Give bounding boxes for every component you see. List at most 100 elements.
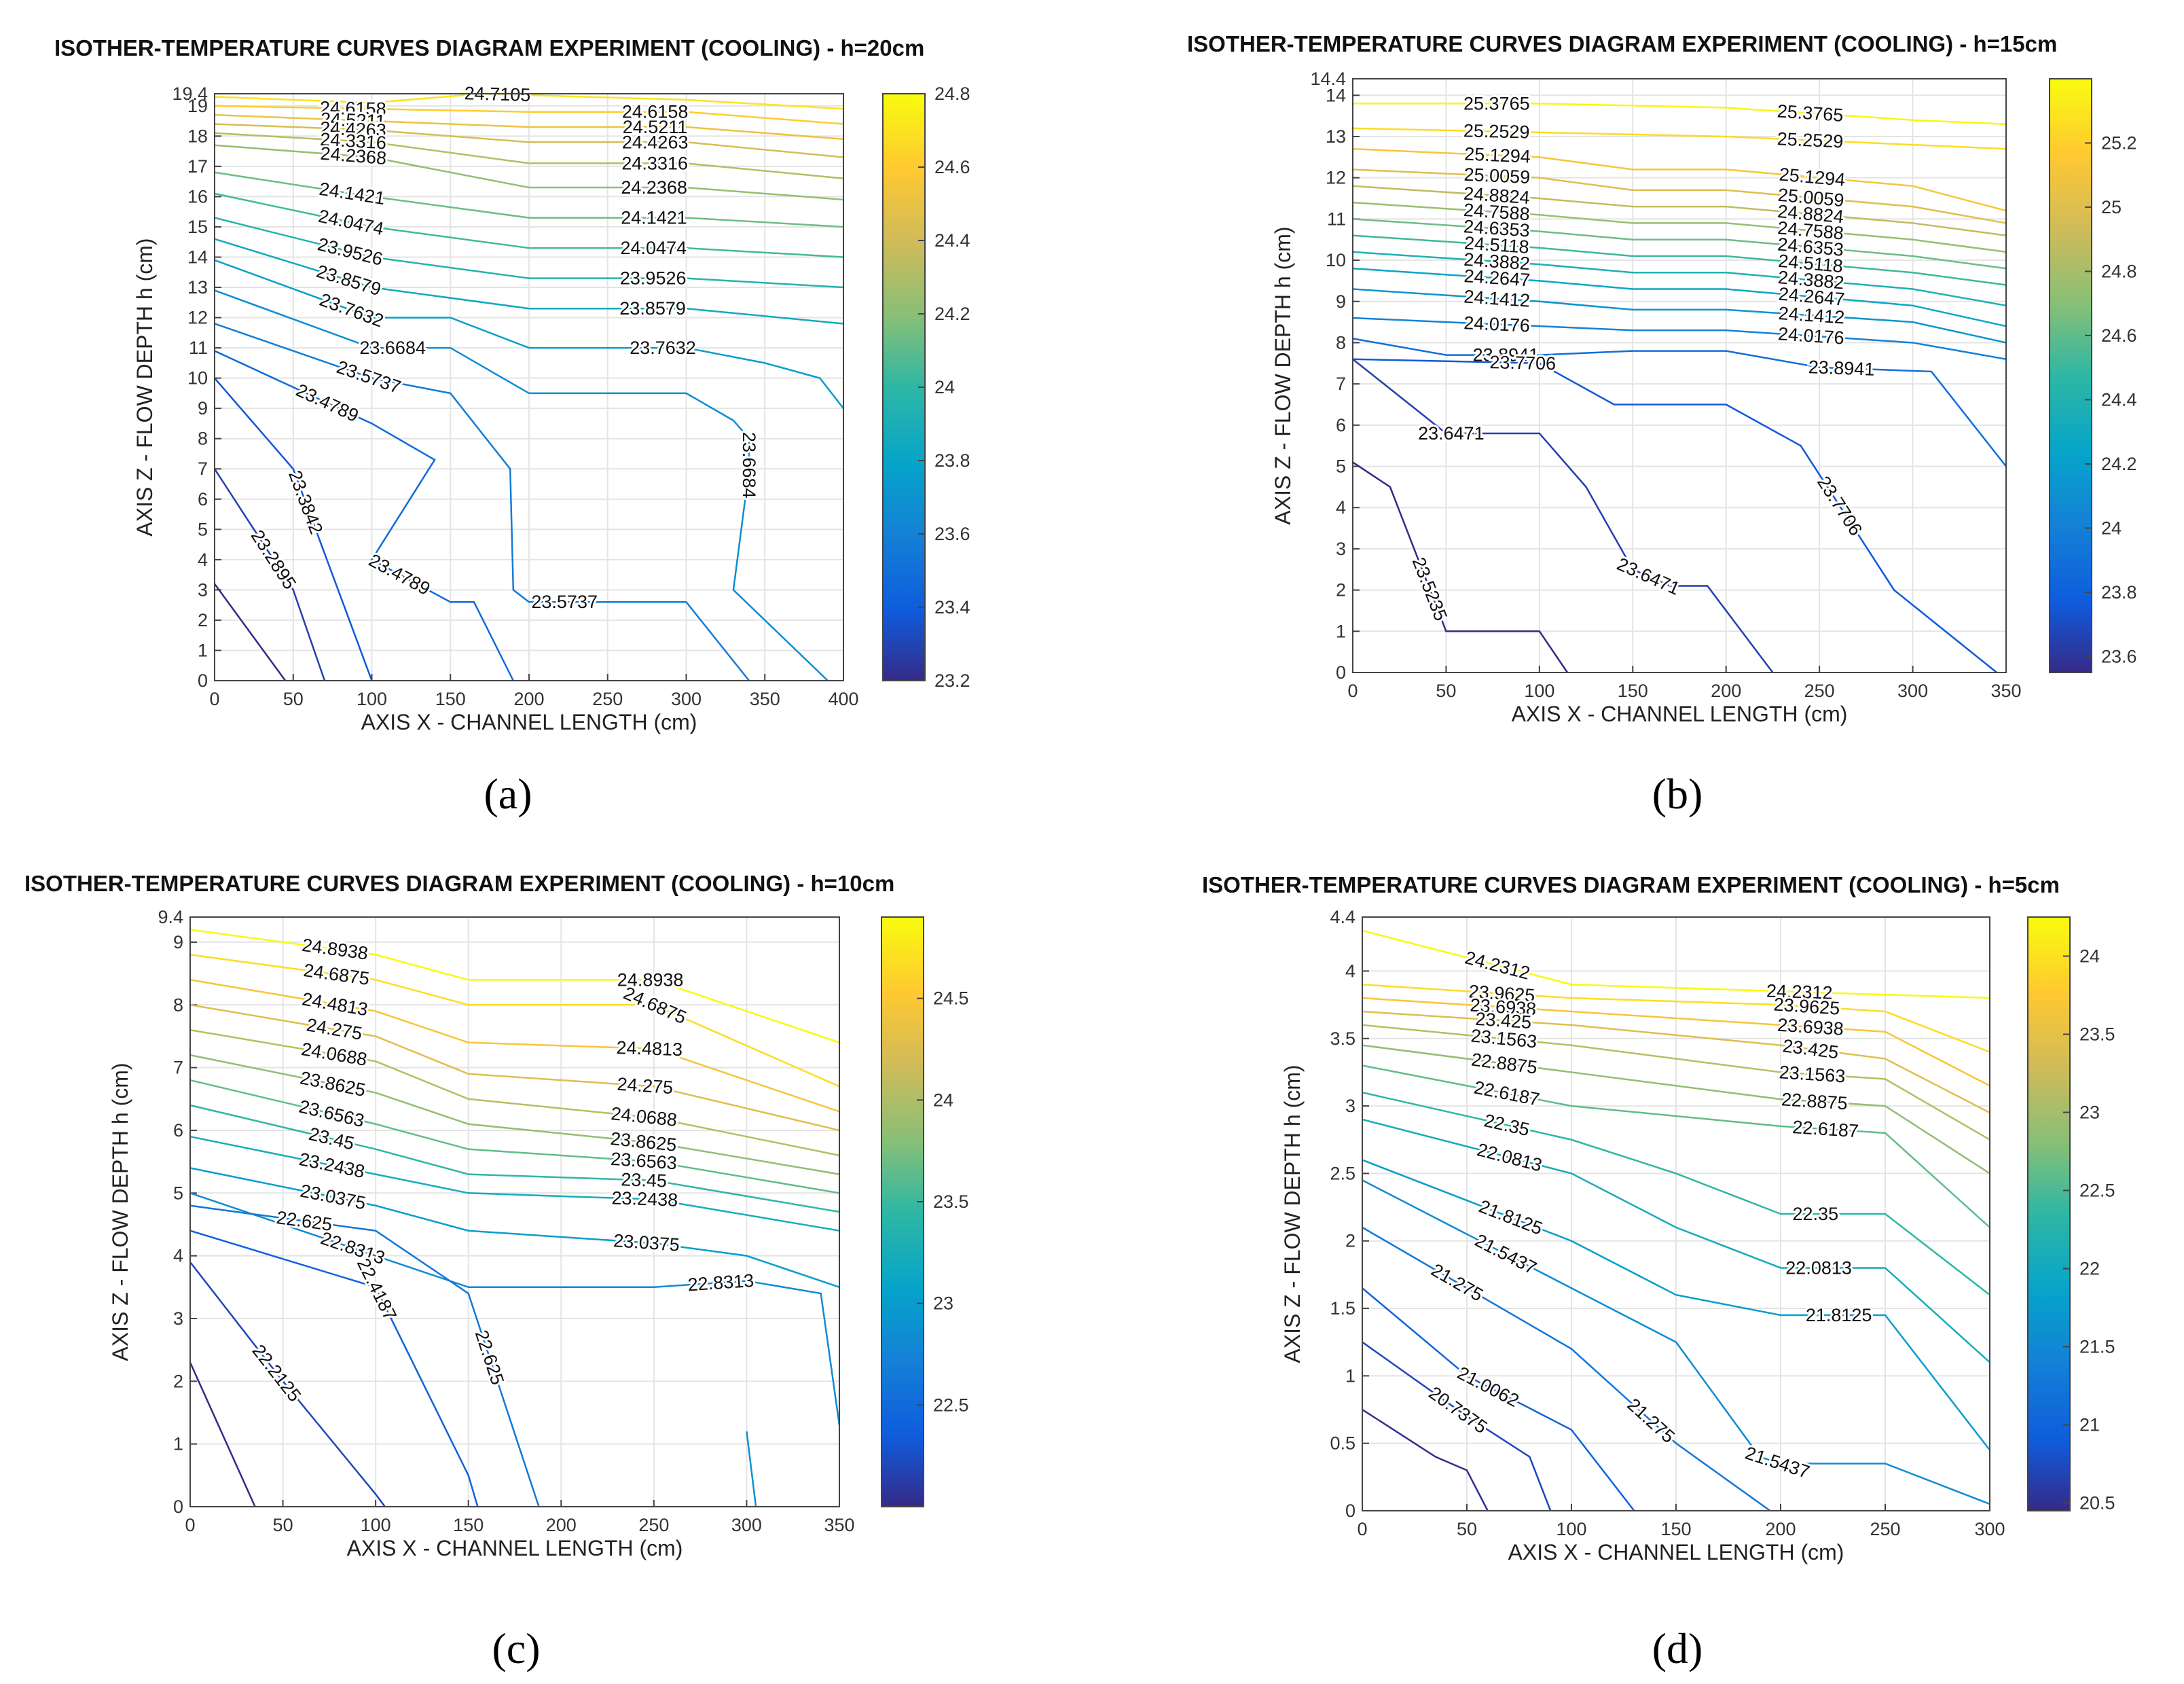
y-tick-label: 1.5 [1330,1298,1355,1319]
colorbar-tick-label: 24.6 [934,157,970,177]
y-tick-label: 7 [198,459,208,479]
contour-label: 23.6563 [610,1149,677,1174]
contour-line [1362,1287,1635,1511]
y-tick-label: 6 [173,1120,183,1141]
x-tick-label: 100 [361,1515,391,1535]
panel-b-plot: 0 50 100 150 200 250 300 3500123456789101112131… [1271,69,2137,726]
y-tick-label: 4 [198,550,208,570]
y-tick-label: 13 [187,277,208,298]
contour-line [1352,168,2007,224]
y-tick-label: 1 [173,1434,183,1454]
y-tick-label: 0 [198,670,208,691]
contour-label: 23.2438 [611,1187,678,1210]
y-tick-label: 13 [1326,126,1346,147]
contour-line [214,192,844,258]
contour-label: 23.8579 [619,298,686,319]
y-tick-label: 1 [1336,621,1346,641]
x-axis-label: AXIS X - CHANNEL LENGTH (cm) [1512,702,1848,726]
colorbar-tick-label: 24 [934,377,955,397]
x-tick-label: 0 [209,689,219,709]
y-tick-label: 10 [187,368,208,389]
contour-label: 24.2312 [1766,981,1834,1003]
y-tick-label: 0 [173,1497,183,1517]
contour-line [189,979,840,1113]
contour-label: 23.5737 [531,592,598,612]
contour-label: 23.6684 [739,432,759,499]
x-tick-label: 200 [1765,1519,1796,1539]
contour-label: 24.0176 [1463,312,1531,336]
contour-label: 23.8941 [1808,357,1875,380]
contour-line [214,144,844,201]
contour-line [1352,218,2007,270]
x-tick-label: 100 [357,689,387,709]
colorbar-tick-label: 22.5 [2079,1181,2115,1201]
panel-b-title: ISOTHER-TEMPERATURE CURVES DIAGRAM EXPER… [1187,31,2057,56]
colorbar-tick-label: 23.2 [934,670,970,691]
contour-line [1362,1179,1990,1505]
contour-line [214,259,844,409]
x-tick-label: 250 [1804,681,1835,701]
contour-label: 24.4813 [616,1037,683,1060]
contour-label: 24.1421 [621,208,687,228]
contour-label: 25.0059 [1463,164,1531,187]
y-tick-label: 5 [173,1183,183,1203]
contour-line [1352,147,2007,212]
colorbar-tick-label: 24.2 [2101,454,2137,474]
contour-line [1352,461,1569,673]
contour-line [1352,267,2007,327]
contour-line [189,1004,840,1132]
contour-line [214,217,844,289]
x-tick-label: 0 [1347,681,1358,701]
contour-label: 25.1294 [1464,143,1531,166]
y-tick-label: 3 [173,1308,183,1329]
colorbar-tick-label: 23.8 [934,450,970,471]
x-tick-label: 0 [185,1515,195,1535]
panel-d-plot: 0 50 100 150 200 250 30000.511.522.533.544.424… [1280,907,2115,1564]
y-tick-label: 2 [1336,580,1346,601]
contour-line [1352,317,2007,360]
x-tick-label: 350 [1990,681,2021,701]
plot-frame [214,93,844,681]
contour-line [214,105,844,125]
colorbar-tick-label: 23.5 [933,1192,969,1212]
y-tick-label: 11 [189,338,208,358]
contour-label: 23.7706 [1489,352,1556,374]
contour-line [1352,251,2007,307]
x-tick-label: 300 [1897,681,1928,701]
y-tick-label: 8 [173,995,183,1015]
contour-label: 24.8938 [617,969,684,990]
colorbar-tick-label: 23.8 [2101,582,2137,603]
colorbar-tick-label: 21 [2079,1415,2100,1435]
contour-line [213,468,326,681]
contour-line [1362,1159,1990,1451]
y-tick-label: 4 [173,1246,183,1266]
colorbar-tick-label: 24.8 [2101,261,2137,281]
contour-label: 23.6684 [359,338,426,358]
contour-line [1352,185,2007,236]
y-axis-label: AXIS Z - FLOW DEPTH h (cm) [108,1062,132,1361]
y-tick-label: 15 [187,217,208,237]
y-tick-label: 3 [1336,539,1346,559]
colorbar-tick-label: 24 [2079,946,2100,967]
plot-frame [1352,78,2007,673]
contour-label: 23.0375 [613,1230,680,1255]
x-tick-label: 350 [824,1515,854,1535]
colorbar-tick-label: 23.6 [934,524,970,544]
contour-line [189,954,840,1088]
y-tick-label: 1 [1345,1365,1355,1386]
x-tick-label: 50 [283,689,304,709]
y-tick-label: 6 [1336,415,1346,435]
colorbar-tick-label: 22.5 [933,1395,969,1415]
panel-a-label: (a) [484,770,532,818]
colorbar-tick-label: 21.5 [2079,1337,2115,1357]
x-tick-label: 300 [731,1515,762,1535]
colorbar-tick-label: 23.4 [934,597,970,617]
x-axis-label: AXIS X - CHANNEL LENGTH (cm) [1508,1540,1844,1564]
y-tick-label: 5 [1336,456,1346,477]
colorbar-tick-label: 24.4 [2101,389,2137,410]
contour-label: 23.9526 [620,268,687,289]
y-tick-label: 0 [1336,662,1346,683]
y-tick-label: 0.5 [1330,1433,1355,1454]
panel-c: ISOTHER-TEMPERATURE CURVES DIAGRAM EXPER… [24,871,969,1672]
x-tick-label: 0 [1357,1519,1367,1539]
